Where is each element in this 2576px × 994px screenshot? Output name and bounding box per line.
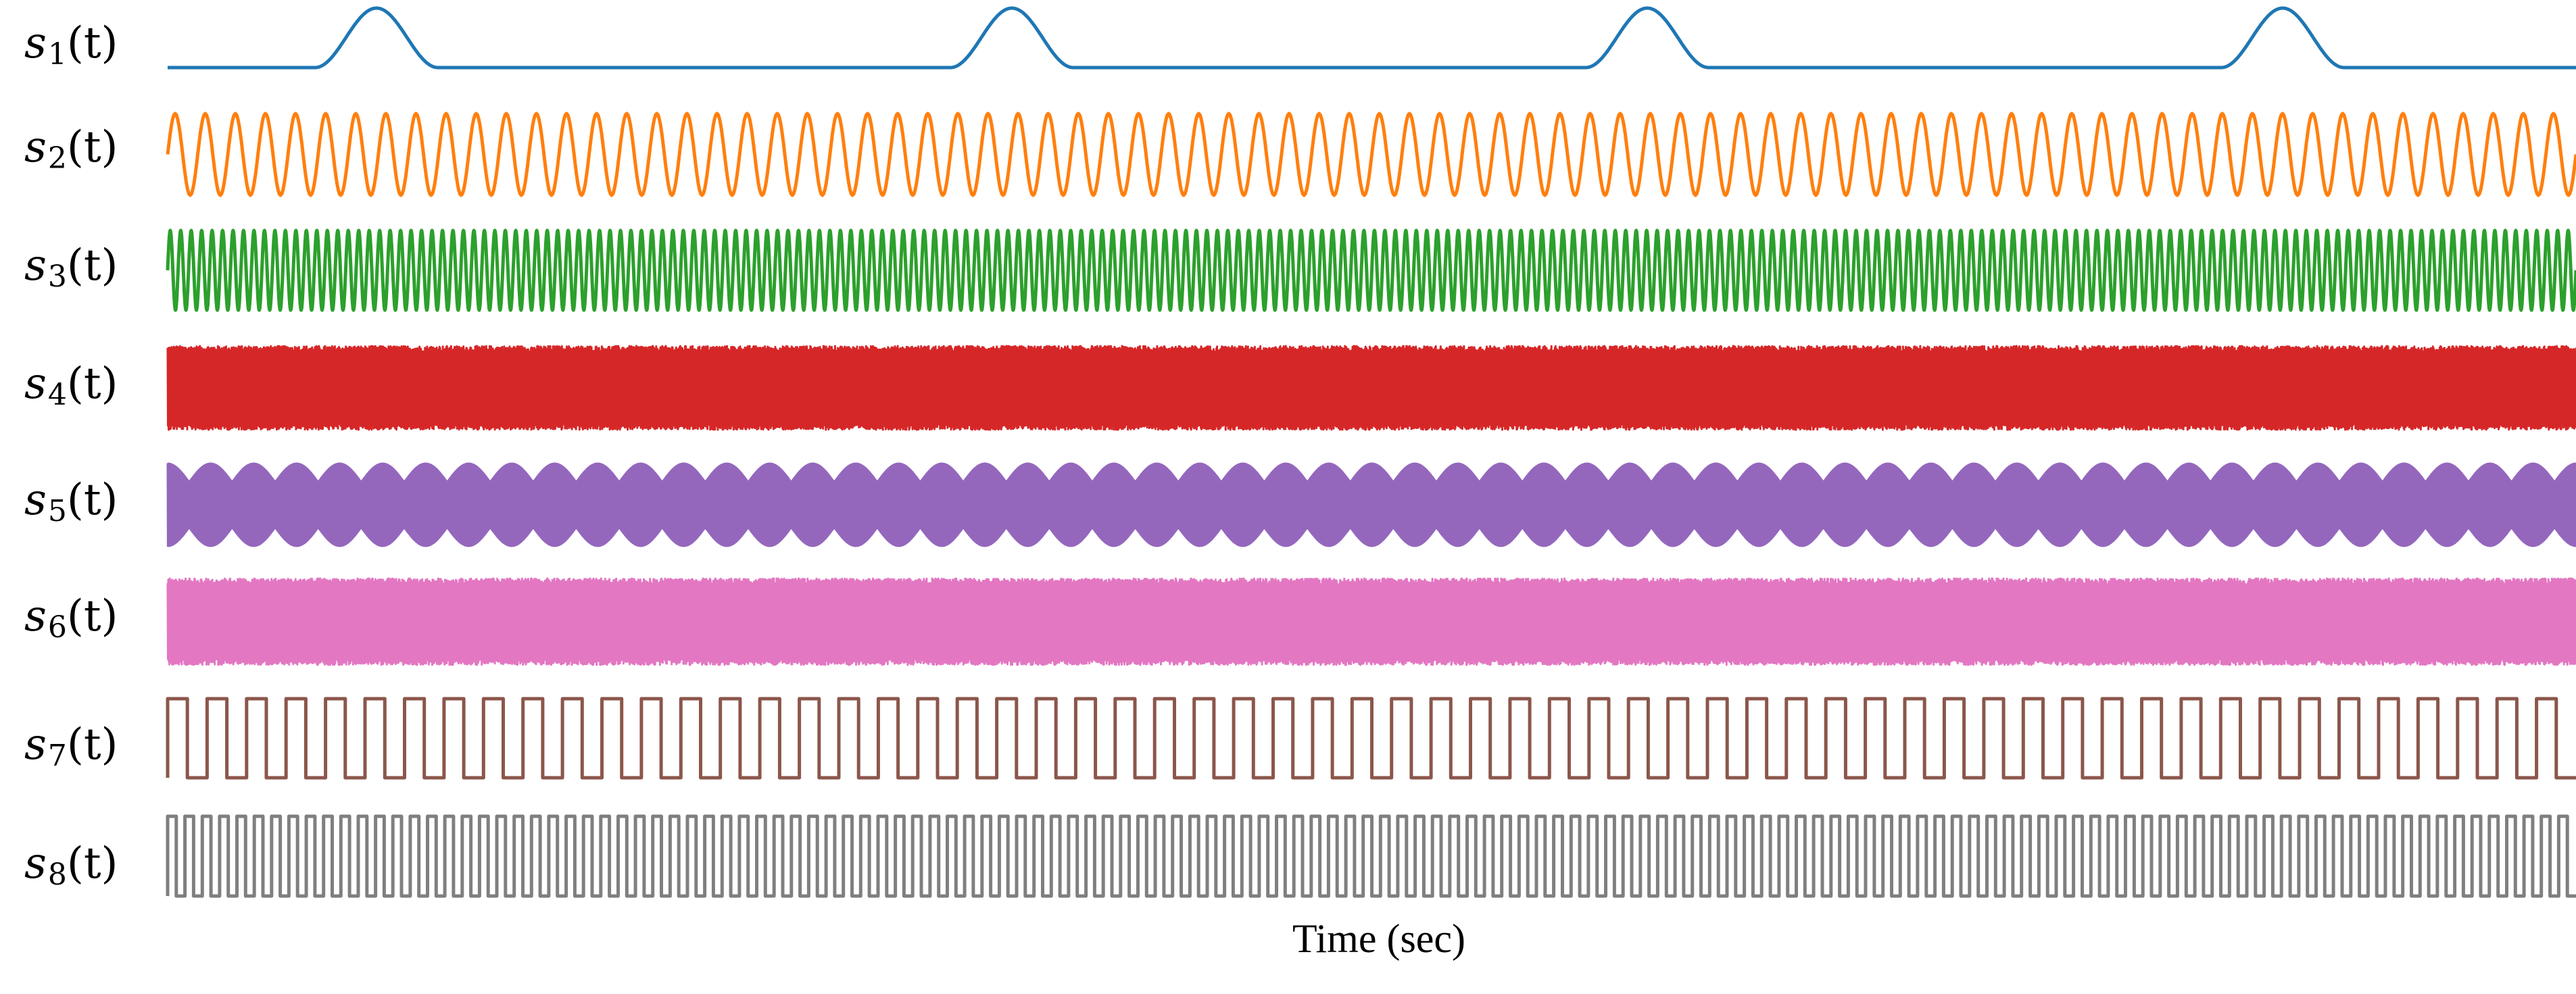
series-line-s2 <box>166 111 2576 197</box>
series-label-s7: s 7 (t) <box>24 720 118 773</box>
series-label-s4: s 4 (t) <box>24 359 118 412</box>
series-label-s3: s 3 (t) <box>24 241 118 294</box>
series-label-s6: s 6 (t) <box>24 591 118 645</box>
series-label-s1: s 1 (t) <box>24 18 118 72</box>
series-label-s8: s 8 (t) <box>24 839 118 892</box>
x-axis-label: Time (sec) <box>1292 916 1466 961</box>
series-line-s8 <box>166 814 2576 898</box>
series-line-s6 <box>166 577 2576 666</box>
series-label-s5: s 5 (t) <box>24 475 118 528</box>
series-line-s5 <box>166 462 2576 547</box>
series-line-s3 <box>166 228 2576 312</box>
series-line-s7 <box>166 697 2576 780</box>
series-label-s2: s 2 (t) <box>24 122 118 176</box>
series-line-s1 <box>166 6 2576 70</box>
series-line-s4 <box>166 345 2576 431</box>
